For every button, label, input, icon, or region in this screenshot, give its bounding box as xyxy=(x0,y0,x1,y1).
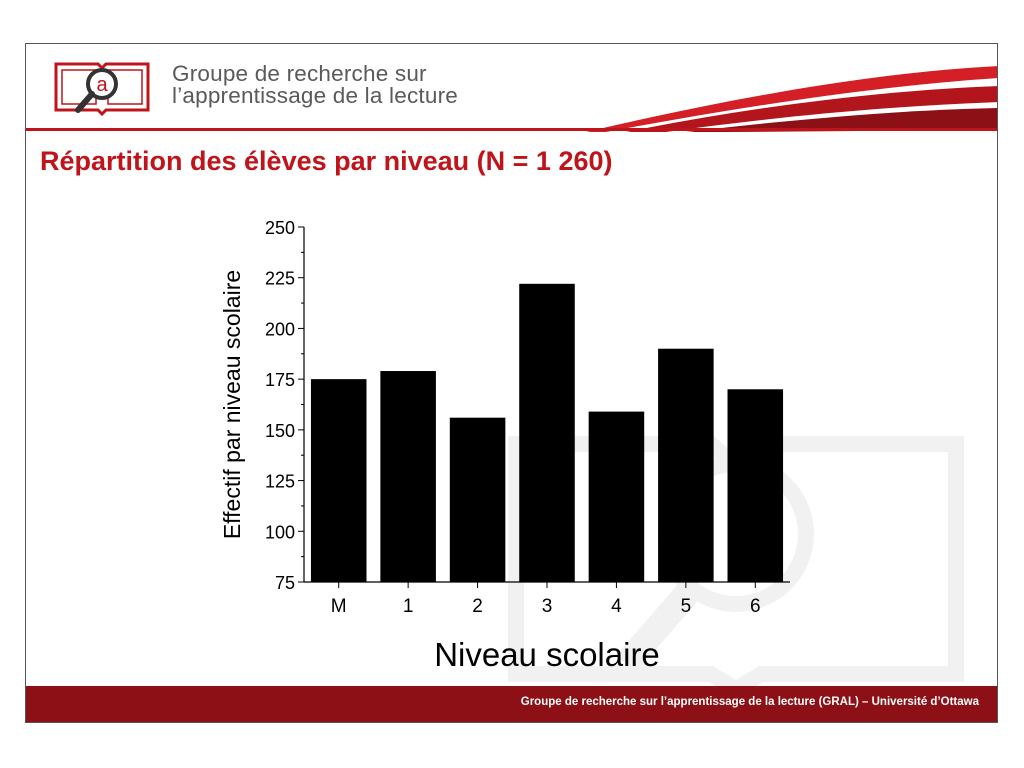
svg-text:a: a xyxy=(96,74,108,96)
bar-6 xyxy=(727,389,784,582)
bar-2 xyxy=(449,417,506,582)
y-tick-label: 250 xyxy=(265,218,295,238)
y-axis-title: Effectif par niveau scolaire xyxy=(219,270,245,539)
org-name-line1: Groupe de recherche sur xyxy=(172,61,427,86)
slide-footer: Groupe de recherche sur l’apprentissage … xyxy=(26,686,997,722)
x-tick-label: 3 xyxy=(542,596,553,617)
x-tick-label: 1 xyxy=(403,596,414,617)
y-tick-label: 75 xyxy=(275,573,295,593)
slide-header: a Groupe de recherche sur l’apprentissag… xyxy=(26,44,997,144)
bar-chart: 75 100 125 150 175 200 225 250 M 1 2 3 4 5 6 Effectif… xyxy=(219,218,790,673)
x-tick-label: 5 xyxy=(681,596,692,617)
x-axis-title: Niveau scolaire xyxy=(434,636,660,673)
bar-M xyxy=(310,379,367,582)
bar-4 xyxy=(588,411,645,582)
y-tick-label: 200 xyxy=(265,319,295,339)
footer-text: Groupe de recherche sur l’apprentissage … xyxy=(520,696,979,708)
book-magnifier-icon: a xyxy=(54,62,150,117)
y-tick-label: 100 xyxy=(265,522,295,542)
bars-group xyxy=(310,283,784,582)
bar-1 xyxy=(380,371,436,582)
y-tick-label: 150 xyxy=(265,421,295,441)
y-tick-label: 175 xyxy=(265,370,295,390)
y-tick-label: 225 xyxy=(265,269,295,289)
x-ticks-group: M 1 2 3 4 5 6 xyxy=(331,582,761,617)
x-tick-label: M xyxy=(331,596,347,617)
x-tick-label: 2 xyxy=(472,596,483,617)
org-name: Groupe de recherche sur l’apprentissage … xyxy=(172,61,458,108)
x-tick-label: 4 xyxy=(611,596,622,617)
y-ticks-group: 75 100 125 150 175 200 225 250 xyxy=(265,218,304,593)
x-tick-label: 6 xyxy=(750,596,761,617)
org-name-line2: l’apprentissage de la lecture xyxy=(172,83,458,108)
y-tick-label: 125 xyxy=(265,472,295,492)
slide-title: Répartition des élèves par niveau (N = 1… xyxy=(40,146,613,176)
bar-5 xyxy=(658,348,714,582)
bar-3 xyxy=(519,283,575,582)
slide: a Groupe de recherche sur l’apprentissag… xyxy=(25,43,998,723)
header-swoosh-decoration xyxy=(26,66,997,132)
